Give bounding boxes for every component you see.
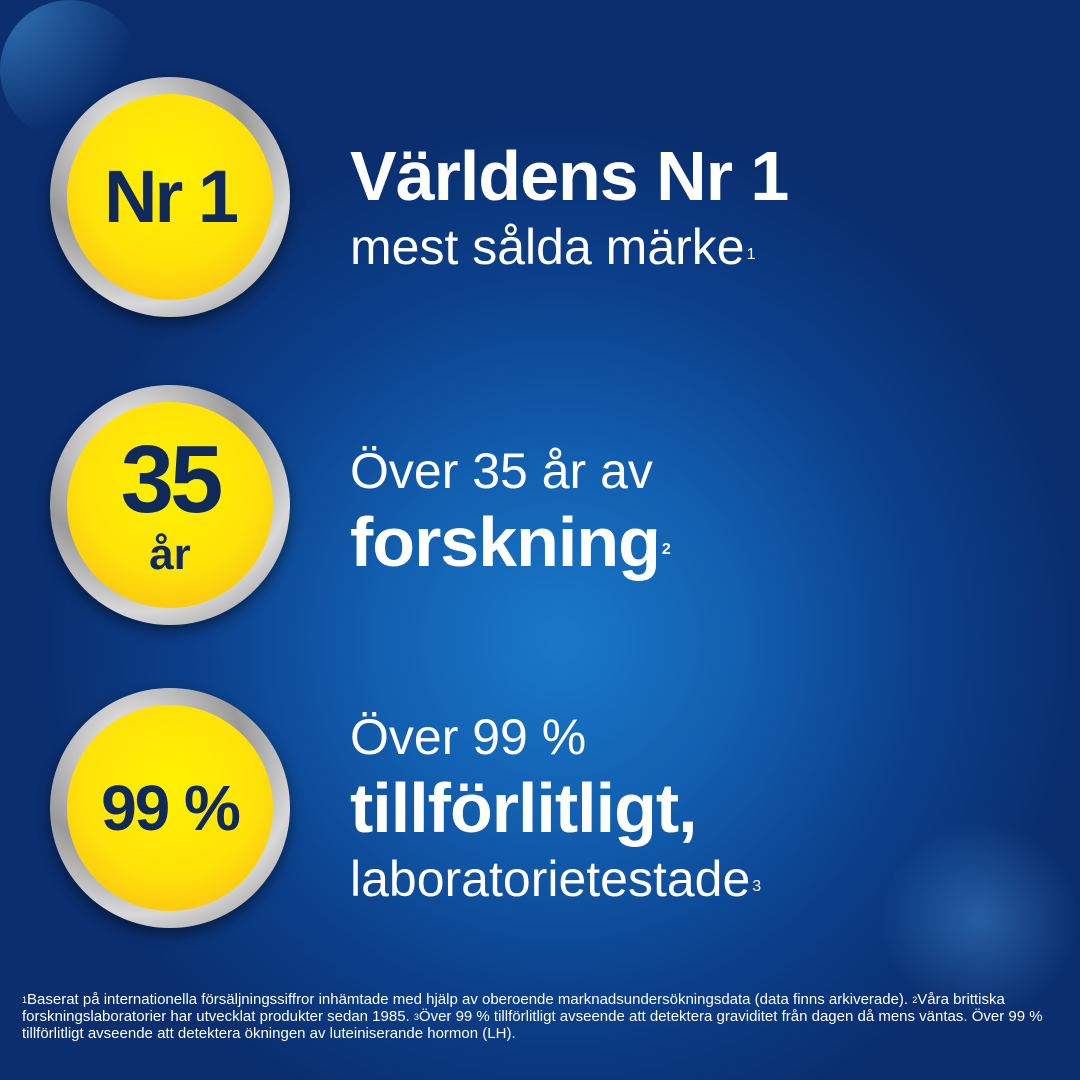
claim-heading: Över 35 år av	[350, 443, 653, 499]
claim-heading: Världens Nr 1	[350, 137, 789, 215]
badge-text: 99 %	[101, 772, 241, 844]
badge-unit: år	[149, 530, 191, 579]
badge-35-years: 35 år	[50, 385, 290, 625]
claim-subheading: forskning 2	[350, 503, 671, 581]
claim-heading: Över 99 %	[350, 709, 587, 765]
badge-number: 35	[120, 426, 224, 533]
claim-3: Över 99 % tillförlitligt, laboratorietes…	[350, 706, 1050, 910]
claim-detail: laboratorietestade 3	[350, 851, 762, 907]
claim-1: Världens Nr 1 mest sålda märke 1	[350, 136, 1050, 278]
badge-99-percent: 99 %	[50, 688, 290, 928]
badge-nr1: Nr 1	[50, 77, 290, 317]
badge-text: Nr 1	[104, 155, 239, 238]
claim-2: Över 35 år av forskning 2	[350, 440, 1050, 582]
claim-subheading: tillförlitligt,	[350, 769, 698, 847]
footnotes: 1Baserat på internationella försäljnings…	[22, 991, 1043, 1042]
claim-subheading: mest sålda märke 1	[350, 219, 756, 275]
